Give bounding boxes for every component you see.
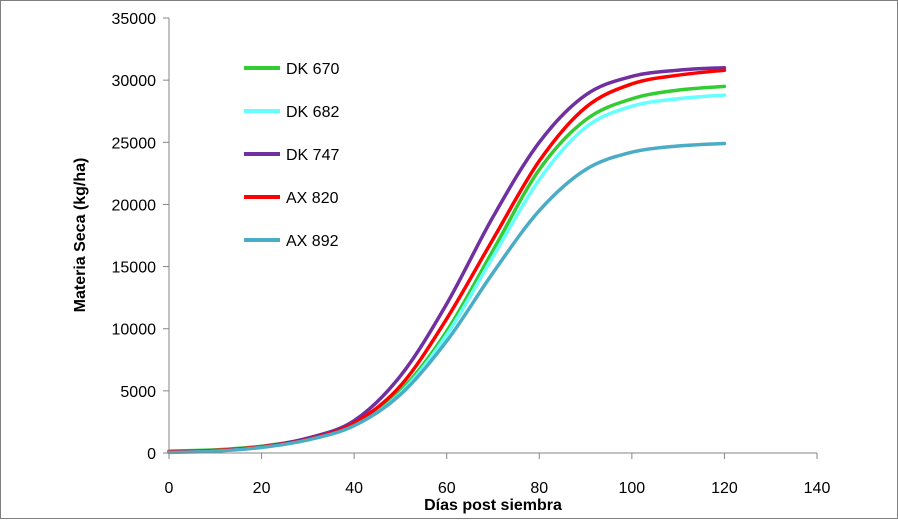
x-tick-label: 60 bbox=[438, 480, 456, 497]
x-tick-label: 20 bbox=[253, 480, 271, 497]
x-axis-title: Días post siembra bbox=[424, 497, 562, 514]
y-axis-title: Materia Seca (kg/ha) bbox=[72, 158, 89, 313]
x-tick-label: 40 bbox=[345, 480, 363, 497]
y-tick-label: 10000 bbox=[112, 322, 157, 339]
series-line-ax-892 bbox=[167, 141, 727, 455]
series-line-ax-820 bbox=[167, 68, 727, 454]
x-tick-label: 120 bbox=[711, 480, 738, 497]
y-tick-label: 15000 bbox=[112, 260, 157, 277]
x-tick-label: 80 bbox=[530, 480, 548, 497]
legend-label-ax-820: AX 820 bbox=[286, 190, 339, 207]
x-ticks: 0 20 40 60 80 100 120 140 bbox=[165, 453, 831, 497]
legend-label-dk-747: DK 747 bbox=[286, 147, 339, 164]
x-tick-label: 100 bbox=[619, 480, 646, 497]
series-line-dk-747 bbox=[167, 65, 727, 454]
y-ticks: 0 5000 10000 15000 20000 25000 30000 35000 bbox=[112, 11, 169, 463]
legend-label-dk-682: DK 682 bbox=[286, 104, 339, 121]
y-tick-label: 20000 bbox=[112, 197, 157, 214]
series-lines bbox=[167, 65, 727, 455]
y-tick-label: 35000 bbox=[112, 11, 157, 28]
y-tick-label: 5000 bbox=[120, 384, 156, 401]
legend-label-ax-892: AX 892 bbox=[286, 233, 339, 250]
series-line-dk-670 bbox=[167, 84, 727, 453]
y-tick-label: 25000 bbox=[112, 135, 157, 152]
y-tick-label: 30000 bbox=[112, 73, 157, 90]
x-tick-label: 140 bbox=[804, 480, 831, 497]
legend: DK 670 DK 682 DK 747 AX 820 AX 892 bbox=[244, 61, 339, 250]
legend-label-dk-670: DK 670 bbox=[286, 61, 339, 78]
x-tick-label: 0 bbox=[165, 480, 174, 497]
y-tick-label: 0 bbox=[147, 446, 156, 463]
